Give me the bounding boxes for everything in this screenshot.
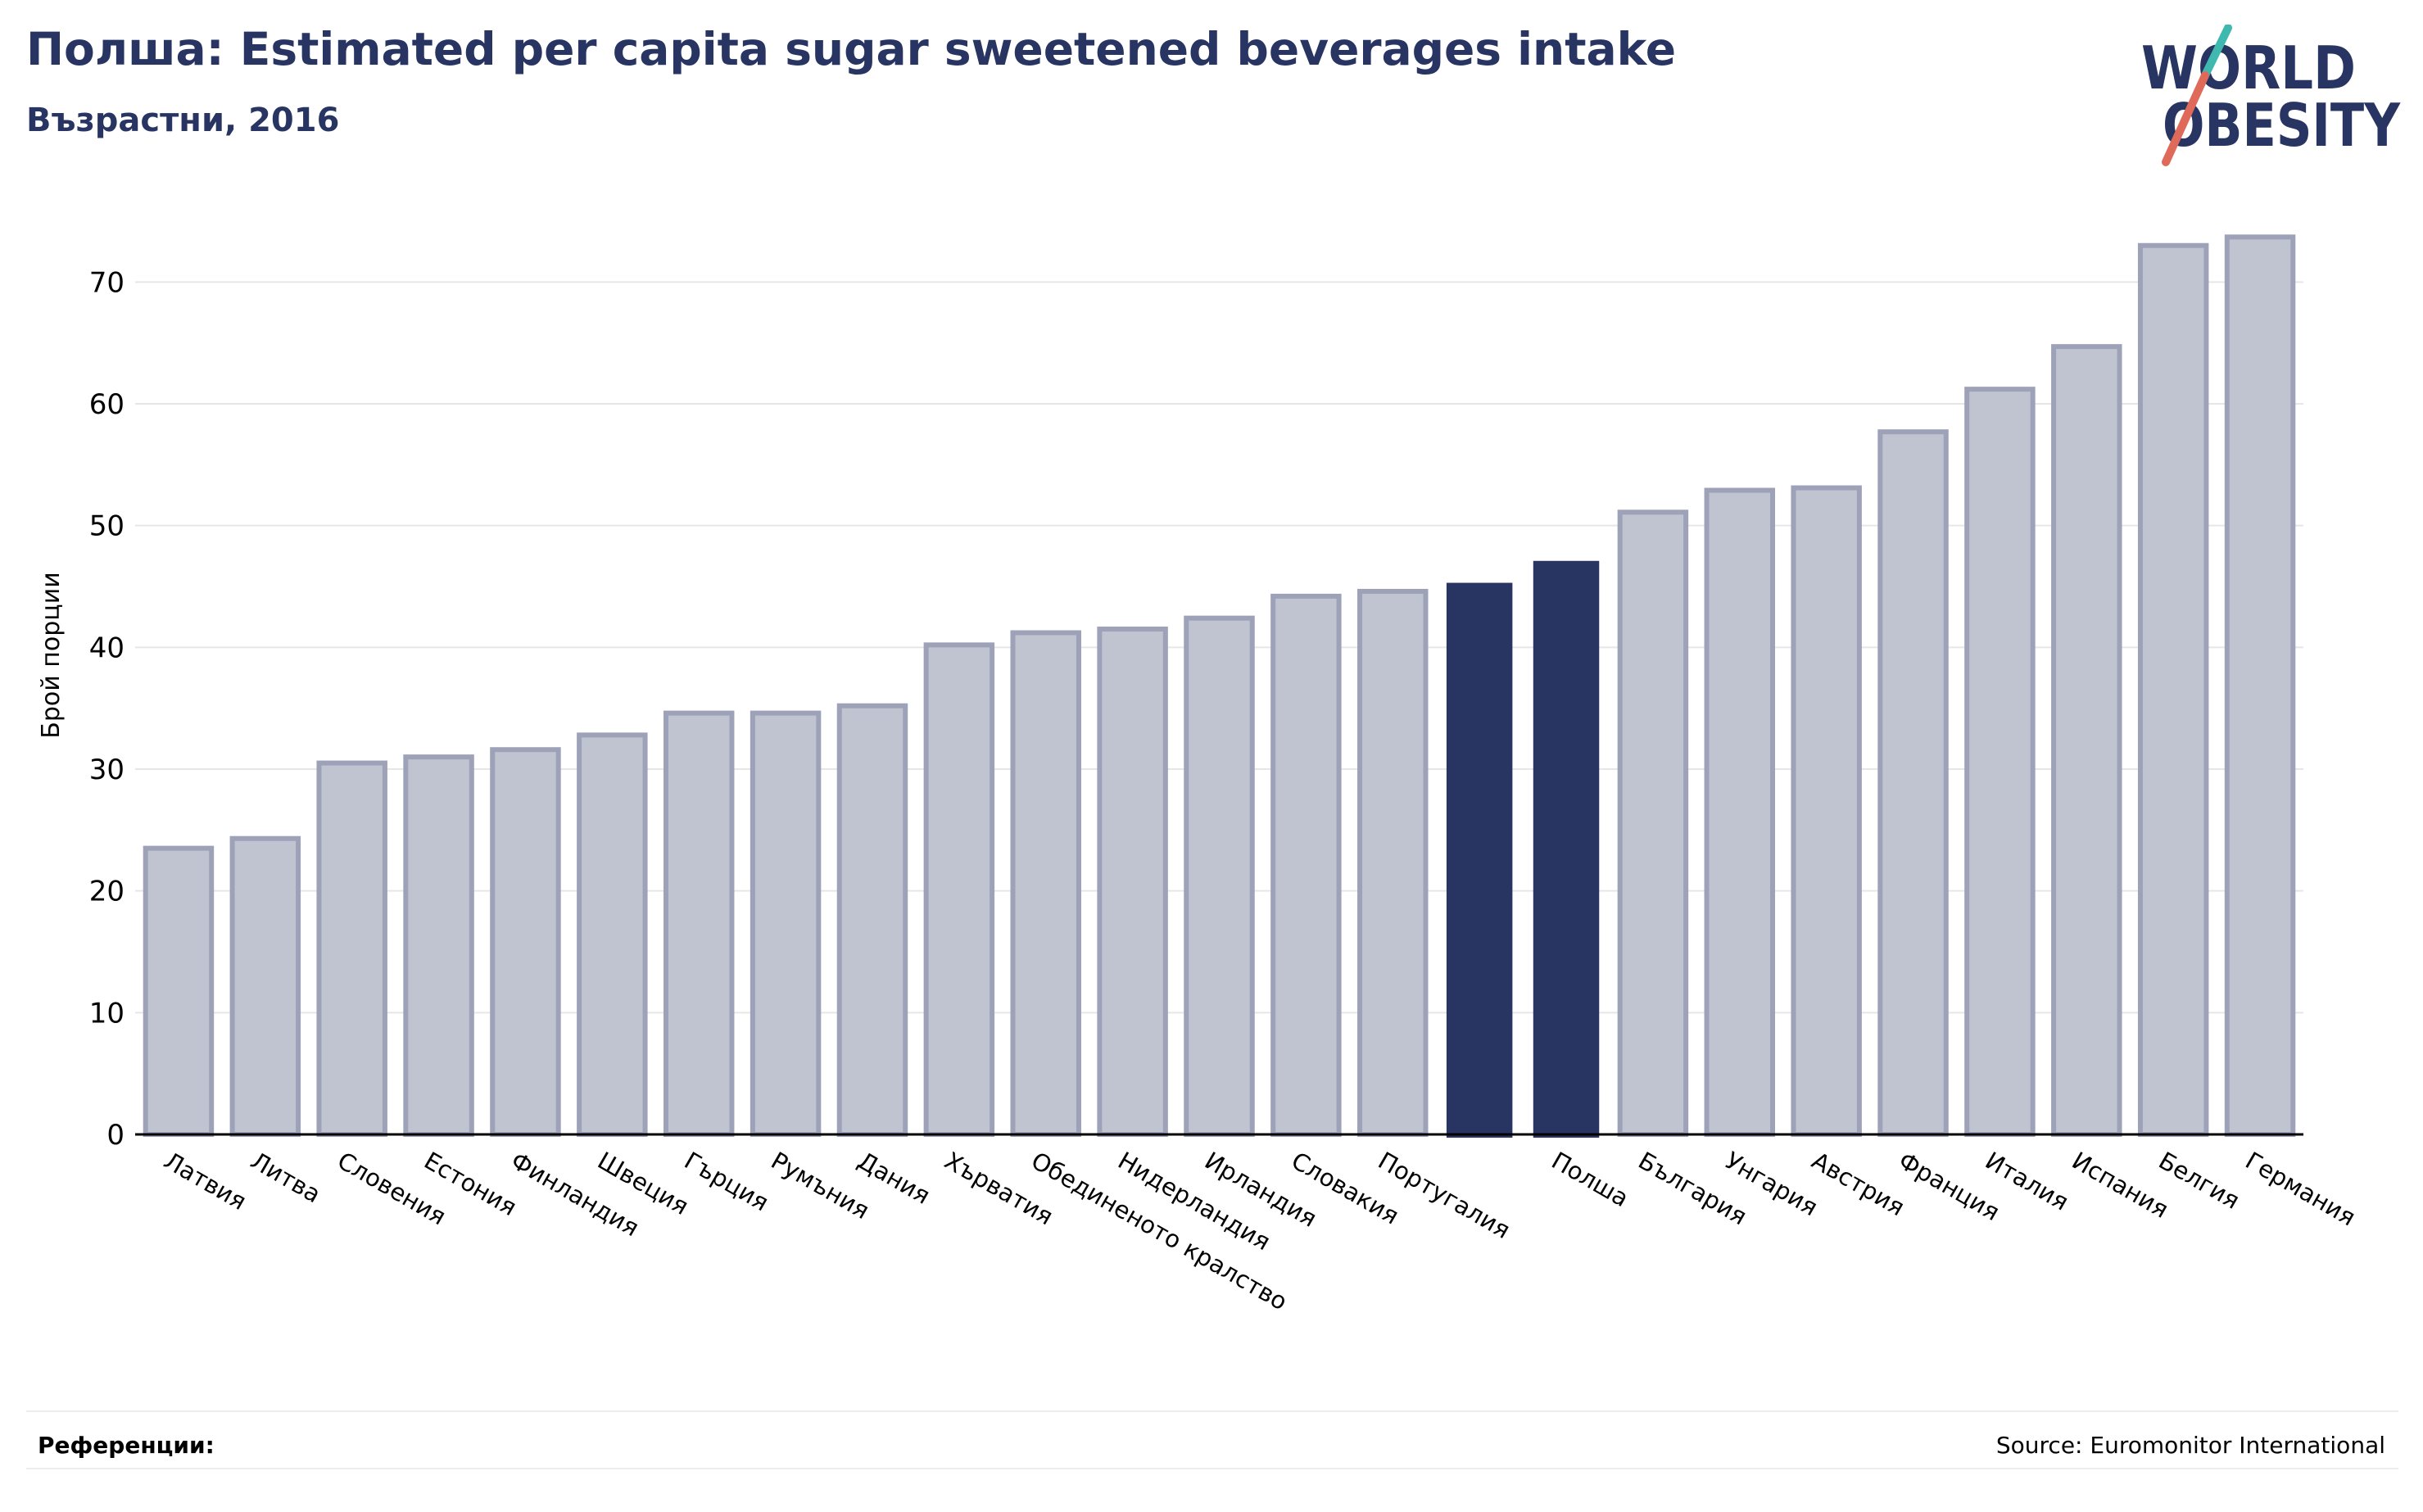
- bar: [143, 845, 215, 1137]
- svg-text:OBESITY: OBESITY: [2163, 91, 2401, 160]
- chart-title: Полша: Estimated per capita sugar sweete…: [26, 23, 1676, 75]
- y-axis-label: Брой порции: [37, 572, 66, 738]
- y-tick-label: 40: [89, 632, 125, 664]
- bar: [2051, 344, 2122, 1138]
- bar: [1704, 487, 1776, 1137]
- chart-subtitle: Възрастни, 2016: [26, 102, 340, 139]
- source-text: Source: Euromonitor International: [1995, 1432, 2385, 1459]
- x-tick-label: Испания: [2067, 1147, 2173, 1224]
- x-tick-label: Австрия: [1807, 1147, 1909, 1222]
- bar: [1097, 627, 1168, 1137]
- bar: [1617, 509, 1689, 1137]
- references-label: Референции:: [38, 1432, 215, 1459]
- bar: [836, 703, 908, 1137]
- bar: [2137, 242, 2209, 1138]
- y-tick-label: 50: [89, 510, 125, 543]
- bar: [1270, 593, 1342, 1137]
- x-tick-label: Португалия: [1374, 1147, 1515, 1244]
- bar: [1184, 615, 1255, 1137]
- x-tick-label: Германия: [2241, 1147, 2361, 1232]
- bar: [1533, 560, 1600, 1138]
- bar: [750, 710, 822, 1137]
- y-tick-label: 10: [89, 997, 125, 1030]
- y-tick-label: 20: [89, 876, 125, 908]
- bar: [1964, 387, 2036, 1138]
- y-tick-label: 30: [89, 754, 125, 786]
- x-tick-label: Латвия: [159, 1147, 251, 1215]
- y-tick-label: 70: [89, 266, 125, 299]
- x-tick-label: Гърция: [680, 1147, 774, 1217]
- x-tick-label: Полша: [1547, 1147, 1634, 1213]
- bars: [143, 234, 2296, 1138]
- bar: [490, 747, 561, 1137]
- bar: [663, 710, 735, 1137]
- bar: [2224, 234, 2296, 1137]
- bar: [1357, 588, 1429, 1137]
- footer-divider-top: [26, 1410, 2398, 1412]
- bar: [403, 754, 474, 1138]
- x-tick-label: Литва: [246, 1147, 325, 1209]
- x-tick-label: Румъния: [767, 1147, 875, 1225]
- svg-text:WORLD: WORLD: [2141, 34, 2356, 102]
- y-tick-label: 60: [89, 388, 125, 421]
- bar: [1010, 630, 1081, 1137]
- bar: [1791, 485, 1862, 1137]
- y-tick-label: 0: [106, 1119, 125, 1152]
- bar: [1446, 582, 1513, 1138]
- bar: [229, 835, 301, 1137]
- world-obesity-logo: WORLD OBESITY: [2141, 25, 2401, 166]
- bar: [316, 760, 387, 1137]
- bar: [577, 732, 648, 1138]
- bar: [923, 642, 995, 1137]
- footer-divider-bottom: [26, 1468, 2398, 1469]
- bar: [1877, 429, 1949, 1137]
- y-tick-labels: 0 10 20 30 40 50 60 70: [89, 266, 125, 1152]
